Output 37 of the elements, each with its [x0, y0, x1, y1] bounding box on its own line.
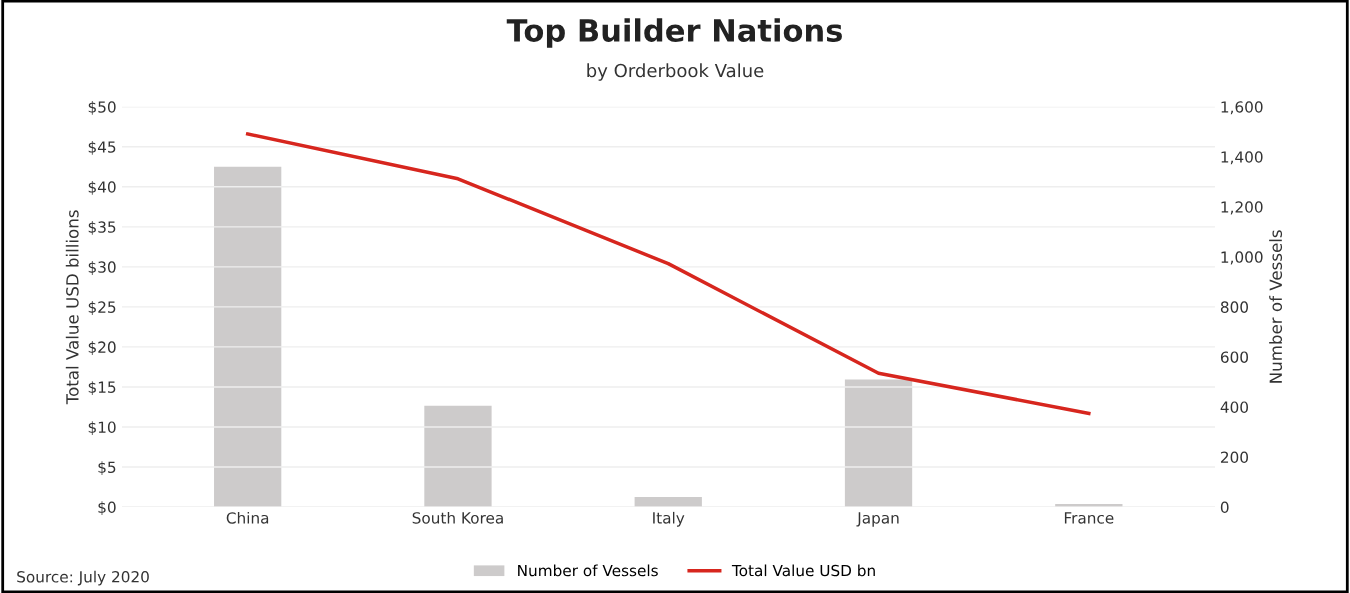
- y2-tick-label: 200: [1220, 451, 1249, 463]
- legend-label: Number of Vessels: [518, 564, 658, 577]
- y2-tick-label: 400: [1220, 401, 1249, 413]
- y2-tick-label: 1,600: [1221, 101, 1263, 115]
- bar: [634, 497, 702, 508]
- y-tick-label: $35: [88, 221, 116, 235]
- y-tick-label: $40: [88, 180, 116, 195]
- y-tick-label: $20: [88, 341, 116, 355]
- x-tick-label: Japan: [856, 512, 899, 527]
- bar: [214, 166, 282, 508]
- bar: [424, 405, 492, 508]
- y-tick-label: $15: [88, 381, 116, 395]
- x-tick-label: France: [1064, 512, 1114, 524]
- source-note: Source: July 2020: [17, 570, 149, 586]
- legend-label: Total Value USD bn: [731, 564, 875, 577]
- y-tick-label: $30: [88, 261, 116, 275]
- y2-tick-label: 800: [1220, 301, 1249, 313]
- y-axis-title: Total Value USD billions: [65, 210, 79, 405]
- y2-tick-label: 1,400: [1221, 151, 1263, 165]
- y2-tick-label: 1,000: [1221, 251, 1263, 265]
- y-tick-label: $45: [88, 140, 116, 155]
- y-tick-label: $0: [98, 501, 116, 516]
- y-tick-label: $50: [88, 100, 116, 115]
- y2-tick-label: 0: [1220, 501, 1229, 514]
- y-tick-label: $10: [88, 421, 116, 436]
- x-tick-label: Italy: [653, 511, 685, 527]
- chart-title: Top Builder Nations: [506, 18, 842, 48]
- x-tick-label: South Korea: [412, 511, 503, 524]
- y2-tick-label: 1,200: [1221, 201, 1263, 215]
- y-tick-label: $25: [88, 301, 116, 315]
- bar: [844, 379, 913, 508]
- line-series: [245, 132, 1091, 416]
- x-tick-label: China: [226, 511, 269, 524]
- chart-subtitle: by Orderbook Value: [587, 63, 764, 81]
- y2-tick-label: 600: [1220, 351, 1249, 363]
- y-tick-label: $5: [98, 461, 116, 476]
- y2-axis-title: Number of Vessels: [1269, 230, 1283, 383]
